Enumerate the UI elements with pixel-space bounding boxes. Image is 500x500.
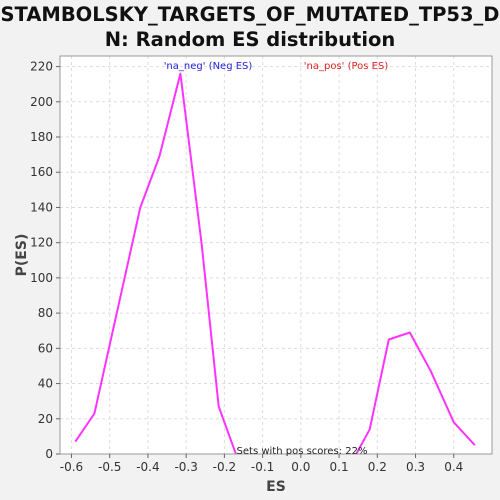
plot-background [60, 56, 492, 454]
x-tick-label: -0.6 [60, 460, 83, 474]
x-tick-label: 0.4 [444, 460, 463, 474]
legend-entry-1: 'na_neg' (Neg ES) [164, 61, 253, 72]
y-tick-label: 40 [38, 377, 53, 391]
y-tick-label: 220 [30, 60, 53, 74]
y-tick-label: 80 [38, 306, 53, 320]
y-tick-label: 160 [30, 165, 53, 179]
x-tick-label: 0.1 [330, 460, 349, 474]
y-tick-label: 0 [45, 447, 53, 461]
x-tick-label: -0.1 [251, 460, 274, 474]
y-axis-label: P(ES) [14, 234, 30, 277]
pos-scores-annotation: Sets with pos scores: 22% [237, 446, 368, 457]
y-tick-label: 180 [30, 130, 53, 144]
y-tick-label: 60 [38, 341, 53, 355]
x-tick-label: -0.4 [136, 460, 159, 474]
x-tick-label: 0.0 [291, 460, 310, 474]
y-tick-label: 140 [30, 200, 53, 214]
y-tick-label: 100 [30, 271, 53, 285]
y-tick-label: 120 [30, 236, 53, 250]
x-tick-label: 0.2 [368, 460, 387, 474]
legend-entry-2: 'na_pos' (Pos ES) [304, 61, 389, 72]
y-tick-label: 20 [38, 412, 53, 426]
x-tick-label: -0.5 [98, 460, 121, 474]
x-tick-label: -0.2 [213, 460, 236, 474]
x-tick-label: 0.3 [406, 460, 425, 474]
y-tick-label: 200 [30, 95, 53, 109]
x-tick-label: -0.3 [174, 460, 197, 474]
x-axis-label: ES [266, 479, 286, 495]
